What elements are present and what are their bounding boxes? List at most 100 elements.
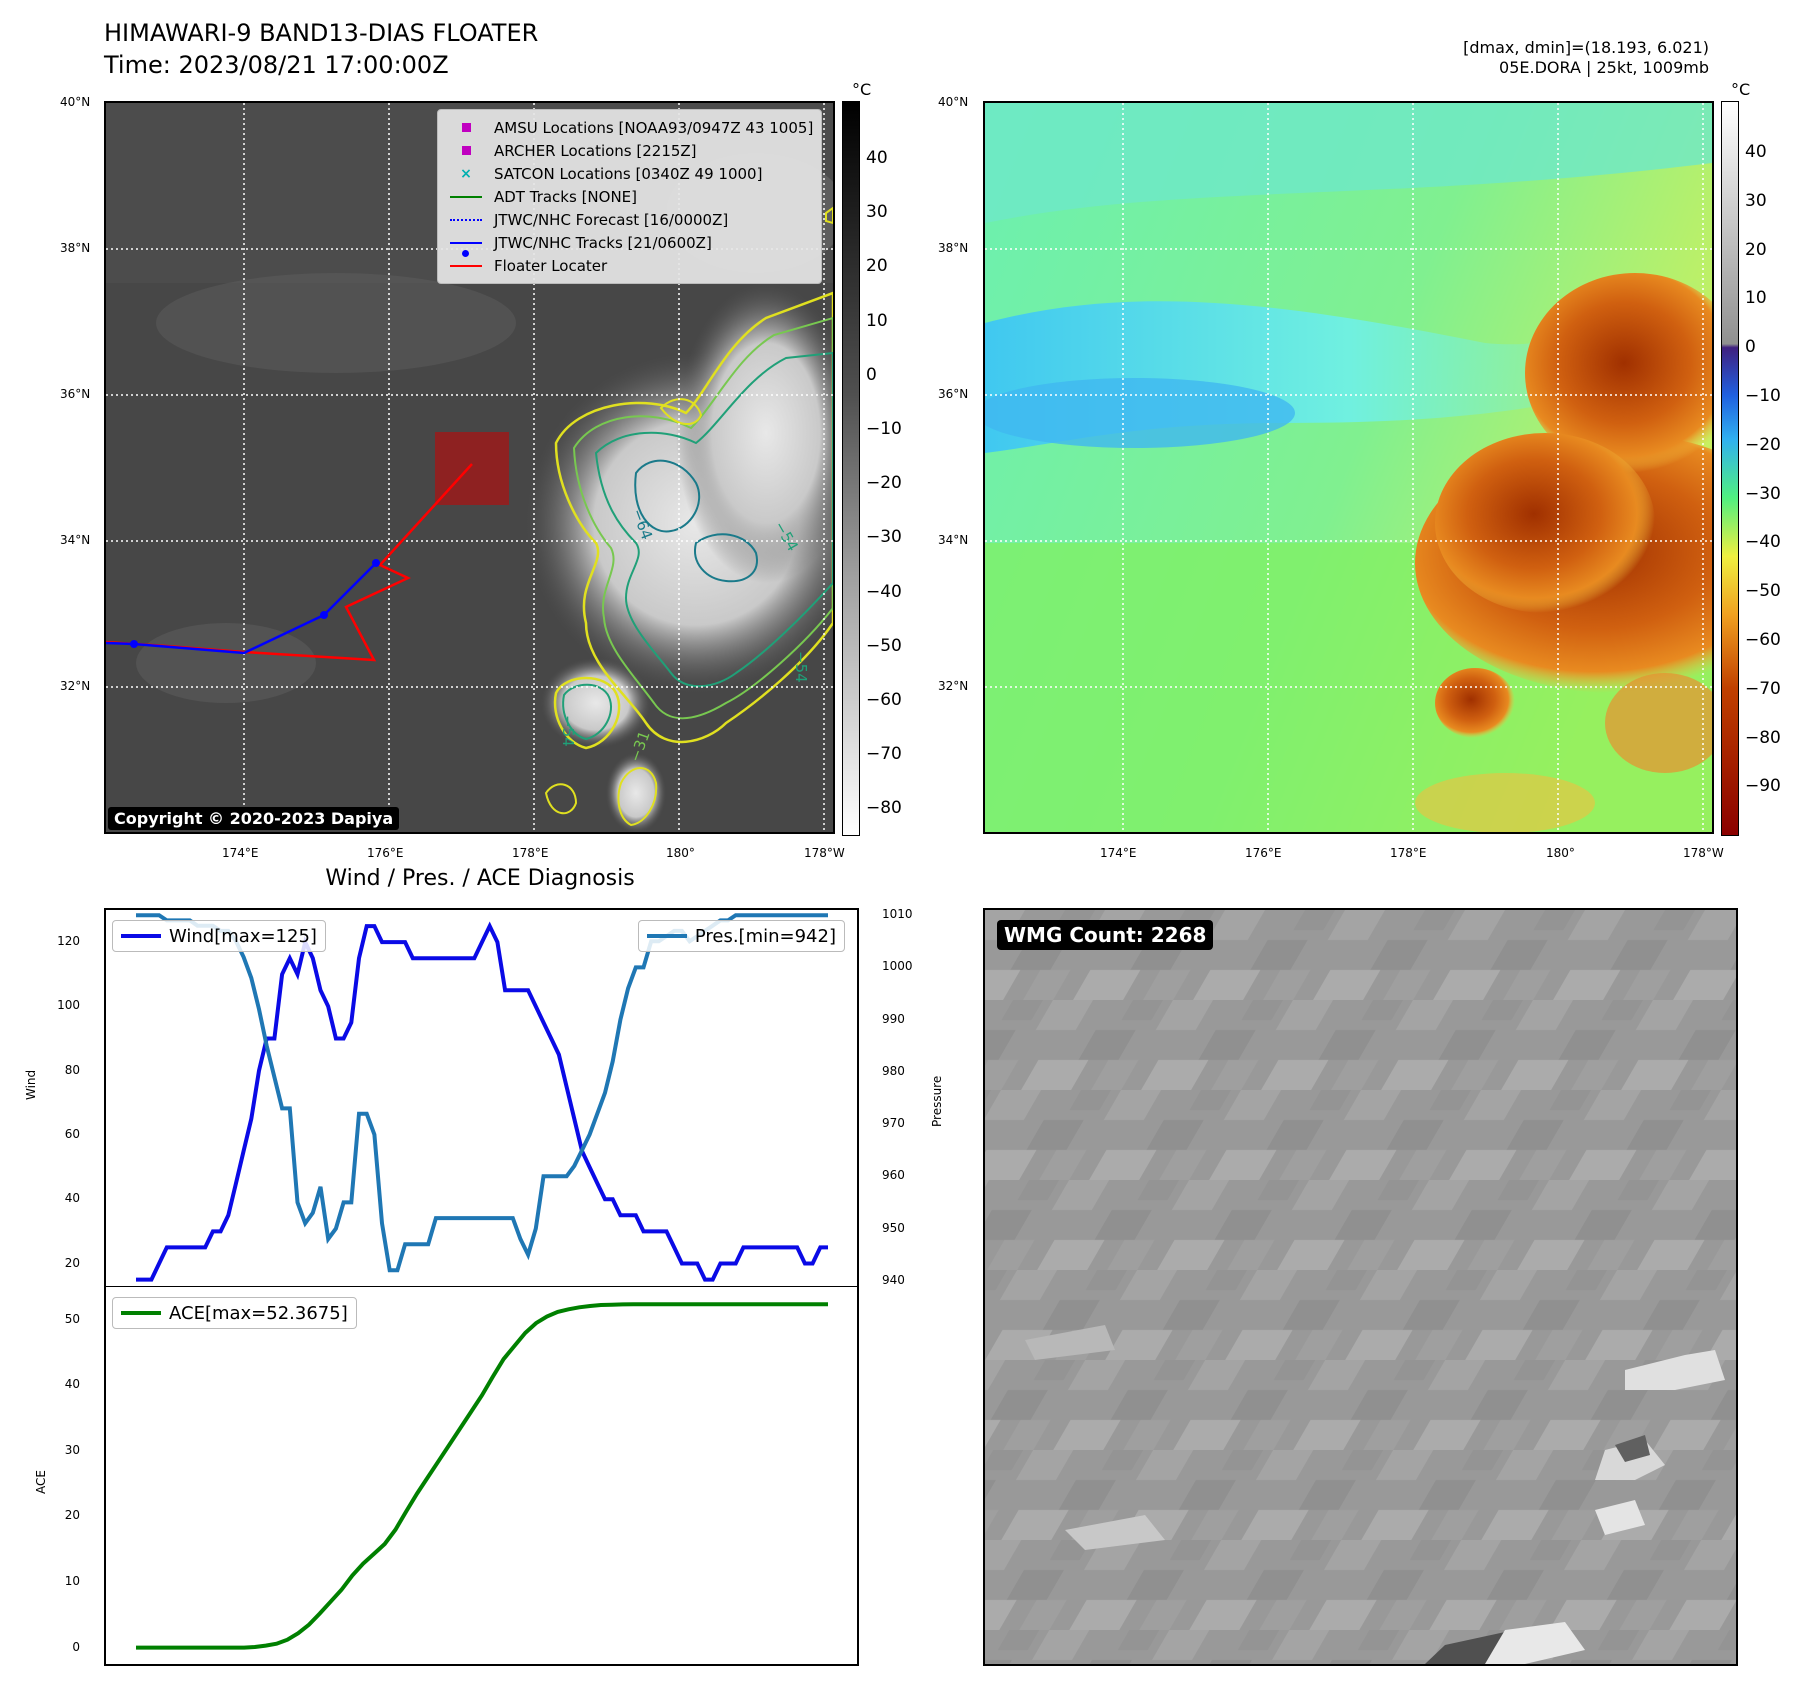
axis-tick-label: 50 bbox=[64, 1311, 80, 1326]
colorbar-tick: −60 bbox=[1745, 630, 1781, 650]
figure-time: Time: 2023/08/21 17:00:00Z bbox=[104, 51, 449, 79]
jtwc-track-line bbox=[106, 562, 377, 655]
color-colorbar bbox=[1721, 101, 1739, 836]
colorbar-tick: 10 bbox=[1745, 288, 1767, 309]
colorbar-tick: −10 bbox=[1745, 386, 1781, 406]
ace-chart bbox=[136, 1302, 828, 1650]
wmg-count-badge: WMG Count: 2268 bbox=[997, 920, 1214, 950]
line-icon bbox=[121, 1311, 161, 1315]
legend-item-satcon: × SATCON Locations [0340Z 49 1000] bbox=[446, 162, 813, 185]
wind-pressure-chart bbox=[136, 913, 828, 1282]
wmg-texture bbox=[985, 910, 1736, 1664]
axis-tick-label: 0 bbox=[72, 1639, 80, 1654]
wind-legend: Wind[max=125] bbox=[112, 920, 326, 952]
axis-tick-label: 990 bbox=[882, 1011, 905, 1026]
lat-label: 32°N bbox=[938, 679, 969, 693]
colorbar-tick: −40 bbox=[866, 581, 902, 602]
colorbar-tick: −20 bbox=[866, 473, 902, 494]
lat-label: 36°N bbox=[60, 387, 91, 401]
storm-info-label: 05E.DORA | 25kt, 1009mb bbox=[1499, 58, 1709, 77]
axis-tick-label: 960 bbox=[882, 1168, 905, 1183]
x-marker-icon: × bbox=[460, 165, 472, 182]
line-icon bbox=[450, 264, 482, 267]
contour-label: −54 bbox=[792, 651, 810, 683]
colorbar-tick: 40 bbox=[1745, 142, 1767, 162]
legend-item-archer: ARCHER Locations [2215Z] bbox=[446, 139, 813, 162]
colorbar-tick: −50 bbox=[866, 635, 902, 656]
lon-label: 176°E bbox=[1245, 846, 1282, 860]
axis-tick-label: 60 bbox=[64, 1126, 80, 1141]
axis-tick-label: 120 bbox=[57, 934, 80, 949]
legend-item-amsu: AMSU Locations [NOAA93/0947Z 43 1005] bbox=[446, 116, 813, 139]
legend-item-tracks: JTWC/NHC Tracks [21/0600Z] bbox=[446, 231, 813, 257]
colorbar-tick: −40 bbox=[1745, 532, 1781, 553]
square-marker-icon bbox=[461, 123, 471, 132]
axis-tick-label: 1010 bbox=[882, 907, 913, 922]
colorbar-tick: −70 bbox=[866, 744, 902, 765]
lon-label: 178°W bbox=[804, 846, 845, 860]
colorbar-tick: −60 bbox=[866, 690, 902, 710]
axis-tick-label: 100 bbox=[57, 998, 80, 1013]
lon-label: 178°E bbox=[512, 846, 549, 860]
colorbar-tick: 10 bbox=[866, 310, 888, 331]
lat-label: 38°N bbox=[938, 241, 969, 255]
colorbar-tick: −70 bbox=[1745, 678, 1781, 699]
ace-axis-label: ACE bbox=[34, 1470, 48, 1494]
lat-label: 40°N bbox=[938, 95, 969, 109]
colorbar-tick: −10 bbox=[866, 419, 902, 439]
line-icon bbox=[450, 195, 482, 198]
lat-label: 32°N bbox=[60, 679, 91, 693]
line-dot-icon bbox=[450, 241, 482, 244]
ace-series-line bbox=[136, 1302, 828, 1650]
ace-panel: ACE[max=52.3675] bbox=[104, 1286, 859, 1666]
map-legend: AMSU Locations [NOAA93/0947Z 43 1005] AR… bbox=[437, 109, 823, 284]
axis-tick-label: 980 bbox=[882, 1063, 905, 1078]
gray-colorbar-unit: °C bbox=[852, 80, 872, 99]
lat-label: 36°N bbox=[938, 387, 969, 401]
colorbar-tick: −30 bbox=[1745, 483, 1781, 504]
axis-tick-label: 970 bbox=[882, 1116, 905, 1131]
lon-label: 174°E bbox=[222, 846, 259, 860]
colorbar-tick: 20 bbox=[1745, 239, 1767, 260]
lat-label: 40°N bbox=[60, 95, 91, 109]
square-marker-icon bbox=[461, 146, 471, 155]
legend-item-adt: ADT Tracks [NONE] bbox=[446, 185, 813, 208]
colorbar-tick: 0 bbox=[866, 364, 877, 385]
lon-label: 180° bbox=[666, 846, 695, 860]
axis-tick-label: 40 bbox=[64, 1377, 80, 1392]
lon-label: 174°E bbox=[1100, 846, 1137, 860]
colorbar-tick: 0 bbox=[1745, 337, 1756, 358]
line-icon bbox=[121, 934, 161, 938]
dotted-line-icon bbox=[450, 218, 482, 221]
colorbar-tick: −50 bbox=[1745, 581, 1781, 602]
axis-tick-label: 940 bbox=[882, 1272, 905, 1287]
ir-gray-map: −64 −54 −54 −54 −31 Copyright © 2020-202… bbox=[104, 101, 835, 834]
axis-tick-label: 80 bbox=[64, 1062, 80, 1077]
lat-label: 38°N bbox=[60, 241, 91, 255]
axis-tick-label: 1000 bbox=[882, 959, 913, 974]
contour-label: −54 bbox=[559, 715, 577, 747]
colorbar-tick: −30 bbox=[866, 527, 902, 548]
copyright-badge: Copyright © 2020-2023 Dapiya bbox=[108, 807, 400, 830]
lon-label: 176°E bbox=[367, 846, 404, 860]
lat-label: 34°N bbox=[938, 533, 969, 547]
gray-colorbar bbox=[842, 101, 860, 836]
colorbar-tick: 20 bbox=[866, 256, 888, 277]
axis-tick-label: 20 bbox=[64, 1508, 80, 1523]
axis-tick-label: 20 bbox=[64, 1255, 80, 1270]
pressure-axis-label: Pressure bbox=[930, 1075, 944, 1127]
axis-tick-label: 10 bbox=[64, 1574, 80, 1589]
lon-label: 180° bbox=[1546, 846, 1575, 860]
legend-item-floater: Floater Locater bbox=[446, 254, 813, 277]
axis-tick-label: 950 bbox=[882, 1220, 905, 1235]
lon-label: 178°E bbox=[1390, 846, 1427, 860]
colorbar-tick: −80 bbox=[1745, 727, 1781, 748]
pressure-series-line bbox=[136, 913, 828, 1273]
colorbar-tick: 30 bbox=[1745, 190, 1767, 211]
wmg-panel: WMG Count: 2268 bbox=[983, 908, 1738, 1666]
ace-legend: ACE[max=52.3675] bbox=[112, 1297, 357, 1329]
line-icon bbox=[646, 934, 687, 938]
colorbar-tick: −90 bbox=[1745, 776, 1781, 797]
axis-tick-label: 40 bbox=[64, 1191, 80, 1206]
colorbar-tick: −20 bbox=[1745, 434, 1781, 455]
